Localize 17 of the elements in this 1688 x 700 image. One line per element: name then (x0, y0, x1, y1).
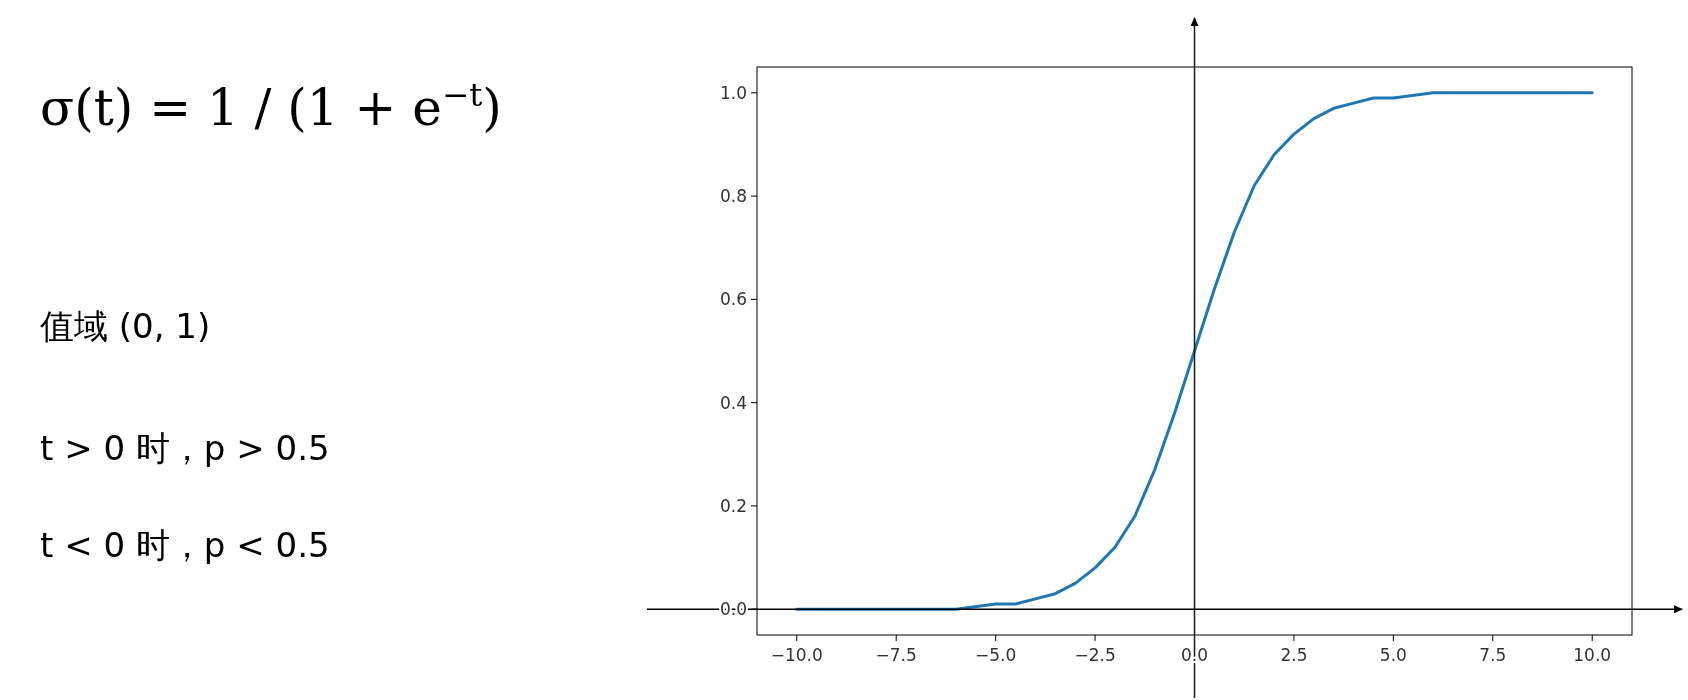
y-tick-label: 1.0 (719, 82, 747, 103)
x-tick-label: −10.0 (770, 645, 823, 665)
text: t < 0 时，p < 0.5 (40, 525, 330, 565)
text: 值域 (0, 1) (40, 306, 211, 346)
x-tick-label: −5.0 (975, 645, 1017, 665)
x-tick-label: 10.0 (1573, 645, 1612, 665)
x-tick-label: −7.5 (875, 645, 917, 665)
y-tick-label: 0.2 (719, 495, 747, 516)
x-tick-label: 5.0 (1379, 645, 1407, 665)
y-tick-label: 0.6 (719, 289, 747, 310)
text: t > 0 时，p > 0.5 (40, 428, 330, 468)
text: σ(t) = 1 / (1 + e$^{−t}$) (40, 76, 502, 137)
x-tick-label: −2.5 (1074, 645, 1116, 665)
x-tick-label: 7.5 (1479, 645, 1507, 665)
y-tick-label: 0.8 (719, 186, 747, 207)
x-tick-label: 2.5 (1280, 645, 1308, 665)
y-tick-label: 0.4 (719, 392, 747, 413)
